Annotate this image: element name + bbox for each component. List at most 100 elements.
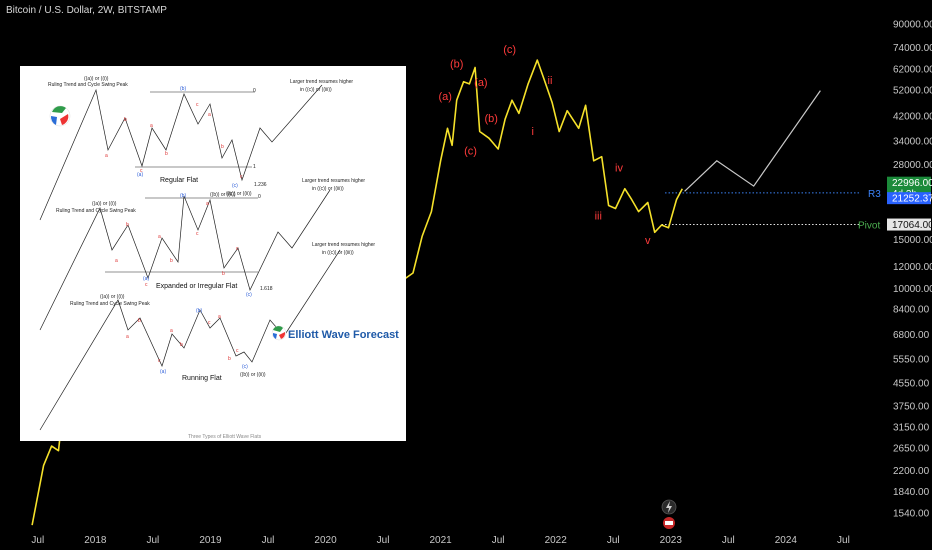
b-label: (b) <box>196 308 202 314</box>
x-tick-label: 2024 <box>775 535 798 546</box>
wave-label: (b) <box>485 113 498 125</box>
y-tick-label: 12000.00 <box>893 262 932 273</box>
x-tick-label: Jul <box>377 535 390 546</box>
wave-letter: c <box>208 320 211 326</box>
y-tick-label: 74000.00 <box>893 43 932 54</box>
y-tick-label: 1540.00 <box>893 509 930 520</box>
wave-letter: c <box>236 348 239 354</box>
x-tick-label: Jul <box>607 535 620 546</box>
level-label: Pivot <box>858 221 880 232</box>
watermark-logo-icon <box>271 325 287 341</box>
wave-letter: c <box>236 246 239 252</box>
wave-letter: b <box>222 271 225 277</box>
wave-letter: c <box>240 174 243 180</box>
wave-label: iv <box>615 163 623 175</box>
x-tick-label: Jul <box>492 535 505 546</box>
wave-label: (a) <box>438 91 451 103</box>
wave-label: i <box>531 126 533 138</box>
panel-title: Running Flat <box>182 375 222 382</box>
y-tick-label: 10000.00 <box>893 284 932 295</box>
wave-letter: a <box>206 201 209 207</box>
projection-path <box>684 90 821 192</box>
inset-panel-expanded: Ruling Trend and Cycle Swing Peak ((a)) … <box>39 178 365 331</box>
peak-label: ((a)) or ((i)) <box>100 294 125 300</box>
price-badge <box>887 218 931 231</box>
ticker-title: Bitcoin / U.S. Dollar, 2W, BITSTAMP <box>6 5 167 16</box>
ratio-top: 0 <box>253 88 256 94</box>
projection-line <box>684 90 821 192</box>
price-badge <box>887 192 931 205</box>
inset-background <box>20 66 406 441</box>
y-tick-label: 34000.00 <box>893 137 932 148</box>
ratio-mid: 1 <box>253 164 256 170</box>
wave-label: (a) <box>474 77 487 89</box>
y-tick-label: 1840.00 <box>893 487 930 498</box>
wave-letter: b <box>126 222 129 228</box>
y-tick-label: 4550.00 <box>893 378 930 389</box>
end-label: ((b)) or ((ii)) <box>226 191 252 197</box>
ratio-top: 0 <box>258 194 261 200</box>
wave-letter: b <box>228 356 231 362</box>
wave-letter: a <box>115 258 118 264</box>
resume-sub: in ((c)) or ((iii)) <box>312 186 344 192</box>
x-tick-label: Jul <box>262 535 275 546</box>
x-tick-label: Jul <box>146 535 159 546</box>
wave-letter: a <box>208 112 211 118</box>
wave-letter: b <box>180 342 183 348</box>
lightning-icon[interactable] <box>661 499 677 515</box>
wave-letter: a <box>150 123 153 129</box>
wave-letter: b <box>165 151 168 157</box>
resume-label: Larger trend resumes higher <box>290 79 353 85</box>
x-tick-label: Jul <box>31 535 44 546</box>
y-tick-label: 90000.00 <box>893 20 932 31</box>
ratio-low: 1.618 <box>260 286 273 292</box>
peak-label: ((a)) or ((i)) <box>84 76 109 82</box>
x-tick-label: 2021 <box>429 535 452 546</box>
y-tick-label: 2650.00 <box>893 443 930 454</box>
wave-letter: b <box>170 258 173 264</box>
peak-note: Ruling Trend and Cycle Swing Peak <box>70 301 150 307</box>
wave-letter: c <box>140 168 143 174</box>
price-badge-text: 21252.37 <box>892 194 932 205</box>
wave-letter: a <box>105 153 108 159</box>
x-tick-label: 2018 <box>84 535 107 546</box>
wave-letter: c <box>145 282 148 288</box>
peak-label: ((a)) or ((i)) <box>92 201 117 207</box>
wave-letter: a <box>158 234 161 240</box>
a-label: (a) <box>143 276 149 282</box>
x-axis: Jul 2018 Jul 2019 Jul 2020 Jul 2021 Jul 2022 Jul 20… <box>31 535 849 546</box>
flag-icon[interactable] <box>663 517 675 529</box>
y-tick-label: 52000.00 <box>893 86 932 97</box>
x-tick-label: 2019 <box>199 535 222 546</box>
wave-letter: c <box>158 358 161 364</box>
ratio-low: 1.236 <box>254 182 267 188</box>
peak-note: Ruling Trend and Cycle Swing Peak <box>48 82 128 88</box>
wave-label: (c) <box>464 146 477 158</box>
regular-flat-path <box>39 84 323 221</box>
a-label: (a) <box>160 369 166 375</box>
price-badge-text: 22996.00 <box>892 178 932 189</box>
wave-label: iii <box>595 210 602 222</box>
x-tick-label: 2022 <box>545 535 568 546</box>
expanded-flat-path <box>39 189 331 331</box>
y-tick-label: 42000.00 <box>893 111 932 122</box>
y-tick-label: 3750.00 <box>893 402 930 413</box>
wave-label: (c) <box>503 44 516 56</box>
elliott-logo-icon <box>49 105 71 127</box>
end-label: ((b)) or ((ii)) <box>210 192 236 198</box>
y-tick-label: 62000.00 <box>893 64 932 75</box>
price-badge-text: 17064.00 <box>892 220 932 231</box>
a-label: (a) <box>137 172 143 178</box>
resume-sub: in ((c)) or ((iii)) <box>300 87 332 93</box>
wave-letter: b <box>221 144 224 150</box>
y-tick-label: 5550.00 <box>893 355 930 366</box>
y-tick-label: 6800.00 <box>893 330 930 341</box>
panel-title: Regular Flat <box>160 177 198 184</box>
x-tick-label: Jul <box>722 535 735 546</box>
watermark-text: Elliott Wave Forecast <box>288 329 399 341</box>
pivot-levels: R3 Pivot <box>661 189 881 232</box>
wave-label: (b) <box>450 59 463 71</box>
